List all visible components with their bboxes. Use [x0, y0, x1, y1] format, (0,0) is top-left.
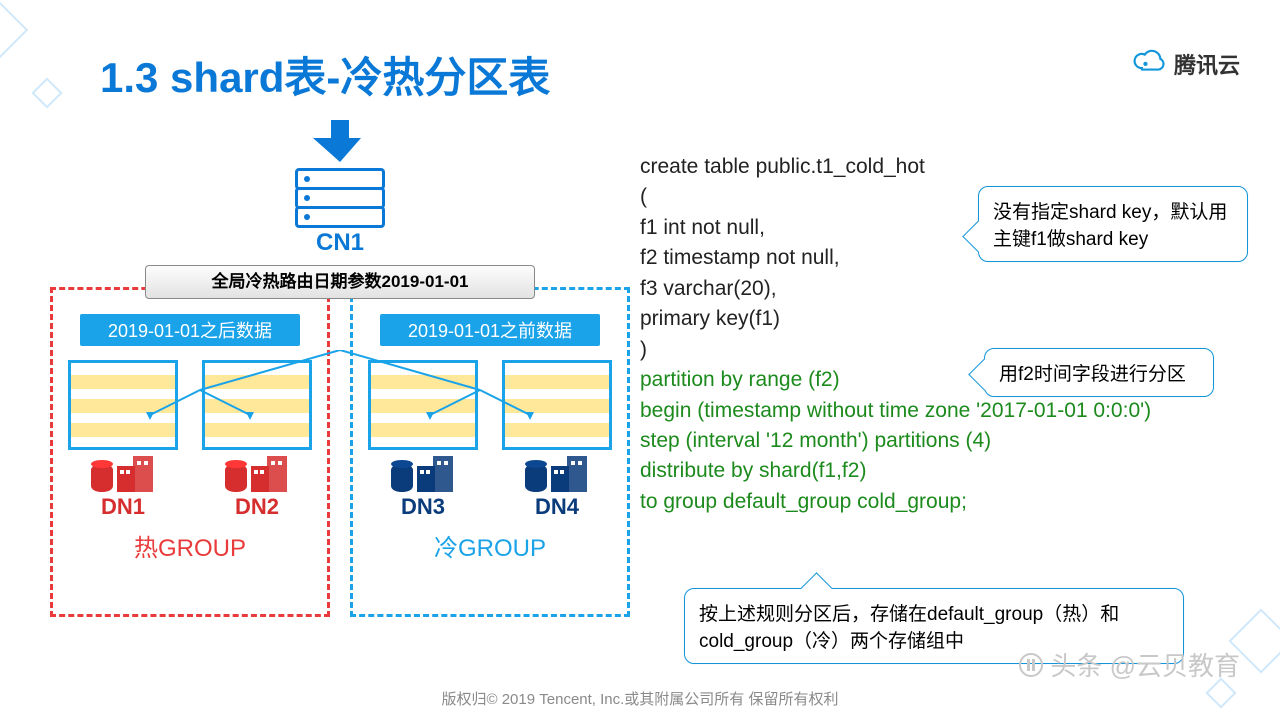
cold-group: 2019-01-01之前数据 DN3 DN4 冷GROUP — [350, 287, 630, 617]
cn-server-icon — [295, 168, 385, 228]
brand-text: 腾讯云 — [1174, 48, 1240, 80]
callout-shard-key: 没有指定shard key，默认用主键f1做shard key — [978, 186, 1248, 262]
code-line: to group default_group cold_group; — [640, 487, 1260, 517]
dn-label: DN1 — [101, 494, 145, 520]
server-icon — [391, 456, 455, 492]
brand-logo: 腾讯云 — [1132, 48, 1240, 80]
group-label: 热GROUP — [134, 528, 246, 563]
code-line: begin (timestamp without time zone '2017… — [640, 396, 1260, 426]
server-icon — [525, 456, 589, 492]
code-line: create table public.t1_cold_hot — [640, 152, 1260, 182]
watermark-icon — [1018, 652, 1044, 678]
dn-label: DN2 — [235, 494, 279, 520]
callout-text: 按上述规则分区后，存储在default_group（热）和cold_group（… — [699, 604, 1119, 652]
cloud-icon — [1132, 48, 1166, 80]
code-line: step (interval '12 month') partitions (4… — [640, 426, 1260, 456]
code-line: primary key(f1) — [640, 304, 1260, 334]
callout-partition-field: 用f2时间字段进行分区 — [984, 348, 1214, 397]
architecture-diagram: CN1 全局冷热路由日期参数2019-01-01 2019-01-01之后数据 D… — [50, 120, 630, 670]
route-param-box: 全局冷热路由日期参数2019-01-01 — [145, 265, 535, 299]
watermark: 头条 @云贝教育 — [1018, 646, 1240, 683]
dn-label: DN4 — [535, 494, 579, 520]
group-label: 冷GROUP — [434, 528, 546, 563]
cn-label: CN1 — [50, 229, 630, 257]
callout-text: 没有指定shard key，默认用主键f1做shard key — [993, 202, 1227, 250]
watermark-text: 头条 @云贝教育 — [1050, 646, 1240, 683]
page-title: 1.3 shard表-冷热分区表 — [100, 44, 550, 105]
server-icon — [225, 456, 289, 492]
dn-label: DN3 — [401, 494, 445, 520]
code-line: distribute by shard(f1,f2) — [640, 456, 1260, 486]
callout-text: 用f2时间字段进行分区 — [999, 364, 1186, 385]
connector-lines — [50, 350, 630, 420]
server-icon — [91, 456, 155, 492]
copyright-footer: 版权归© 2019 Tencent, Inc.或其附属公司所有 保留所有权利 — [0, 688, 1280, 709]
code-line: f3 varchar(20), — [640, 274, 1260, 304]
arrow-down-icon — [313, 120, 367, 162]
group-header: 2019-01-01之前数据 — [380, 314, 600, 346]
group-header: 2019-01-01之后数据 — [80, 314, 300, 346]
hot-group: 2019-01-01之后数据 DN1 DN2 热GROUP — [50, 287, 330, 617]
